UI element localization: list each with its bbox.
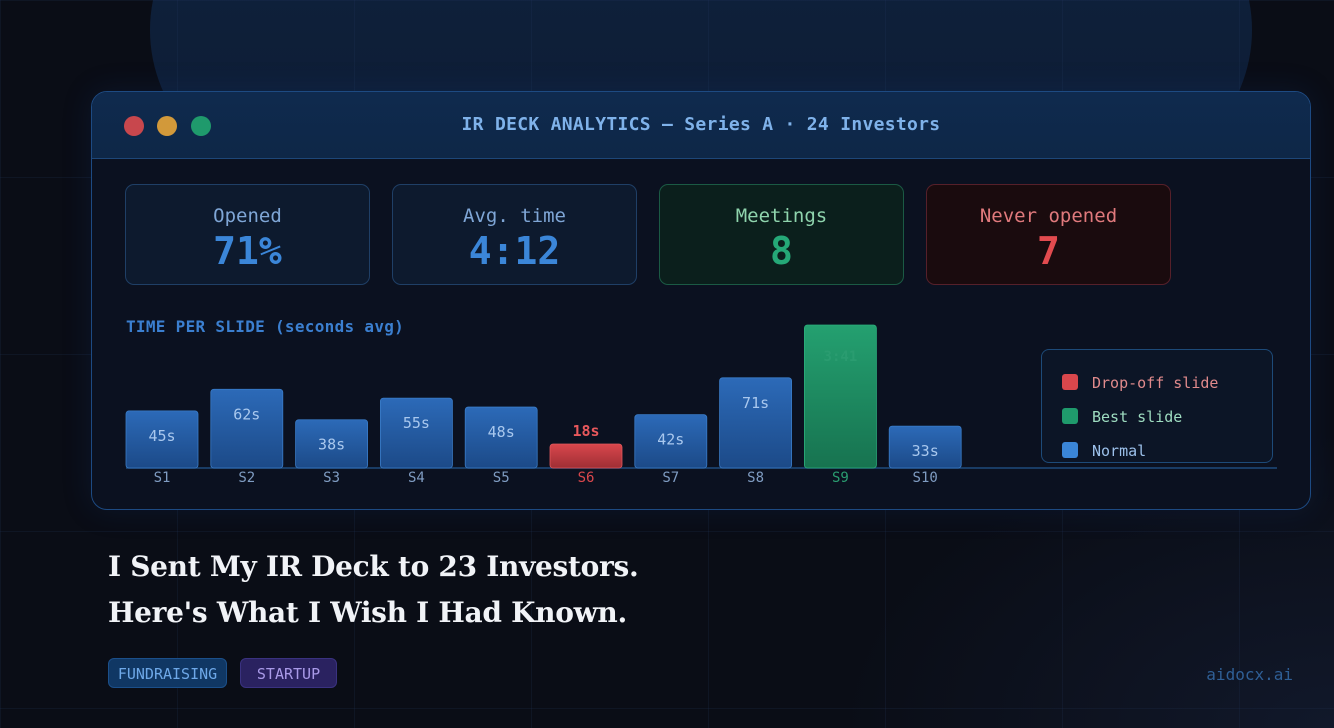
legend-swatch-green [1062, 408, 1078, 424]
bar-value-label: 48s [488, 423, 515, 441]
bar-s6 [549, 443, 623, 469]
bar-s2 [210, 388, 284, 469]
x-tick-label: S4 [408, 470, 425, 486]
stat-label: Opened [213, 205, 282, 227]
bar-s3 [295, 419, 369, 469]
analytics-window: IR DECK ANALYTICS — Series A · 24 Invest… [91, 91, 1311, 510]
maximize-window-dot[interactable] [191, 116, 211, 136]
article-headline-line-1: I Sent My IR Deck to 23 Investors. [108, 550, 639, 583]
tag-fundraising[interactable]: FUNDRAISING [108, 658, 227, 688]
close-window-dot[interactable] [124, 116, 144, 136]
tag-startup[interactable]: STARTUP [240, 658, 337, 688]
bar-value-label: 42s [657, 431, 684, 449]
bar-s4 [379, 397, 453, 469]
x-tick-label: S10 [913, 470, 938, 486]
bar-value-label: 33s [912, 442, 939, 460]
bar-s7 [634, 414, 708, 469]
stat-value: 7 [1037, 229, 1060, 273]
window-title: IR DECK ANALYTICS — Series A · 24 Invest… [461, 114, 941, 135]
x-tick-label: S8 [747, 470, 764, 486]
bar-value-label: 71s [742, 394, 769, 412]
bar-value-label: 38s [318, 436, 345, 454]
minimize-window-dot[interactable] [157, 116, 177, 136]
stat-value: 4:12 [468, 229, 561, 273]
bar-value-label: 55s [403, 414, 430, 432]
stat-label: Never opened [979, 205, 1118, 227]
stat-card-avg-time: Avg. time 4:12 [392, 184, 637, 285]
bar-s10 [888, 425, 962, 469]
time-per-slide-chart: 45s S1 62s S2 38s S3 55s S4 48s S5 18s S6 42s S7 71s S8… [125, 324, 1277, 486]
bar-value-label: 45s [148, 427, 175, 445]
stat-card-meetings: Meetings 8 [659, 184, 904, 285]
x-tick-label: S1 [154, 470, 171, 486]
x-tick-label: S5 [493, 470, 510, 486]
stat-label: Avg. time [463, 205, 566, 227]
x-tick-label: S3 [323, 470, 340, 486]
brand-logo-text: aidocx.ai [1206, 665, 1293, 684]
legend-swatch-blue [1062, 442, 1078, 458]
stat-value: 8 [770, 229, 793, 273]
stat-card-never-opened: Never opened 7 [926, 184, 1171, 285]
x-tick-label: S7 [662, 470, 679, 486]
bar-s5 [464, 406, 538, 469]
legend-swatch-red [1062, 374, 1078, 390]
legend-label: Drop-off slide [1092, 374, 1219, 392]
legend-label: Best slide [1092, 408, 1183, 426]
x-tick-label: S9 [832, 470, 849, 486]
bar-s1 [125, 410, 199, 469]
bar-s8 [719, 377, 792, 469]
bar-s9 [804, 324, 877, 469]
chart-title: TIME PER SLIDE (seconds avg) [126, 317, 405, 336]
bar-value-label: 3:41 [824, 349, 858, 365]
stat-card-opened: Opened 71% [125, 184, 370, 285]
legend-label: Normal [1092, 442, 1147, 460]
window-titlebar: IR DECK ANALYTICS — Series A · 24 Invest… [92, 92, 1310, 159]
bar-value-label: 62s [233, 405, 260, 423]
x-tick-label: S2 [238, 470, 255, 486]
bar-value-label: 18s [572, 422, 599, 440]
article-headline-line-2: Here's What I Wish I Had Known. [108, 596, 627, 629]
stat-label: Meetings [735, 205, 828, 227]
chart-legend: Drop-off slide Best slide Normal [1041, 349, 1273, 463]
x-tick-label: S6 [578, 470, 595, 486]
stat-value: 71% [213, 229, 282, 273]
